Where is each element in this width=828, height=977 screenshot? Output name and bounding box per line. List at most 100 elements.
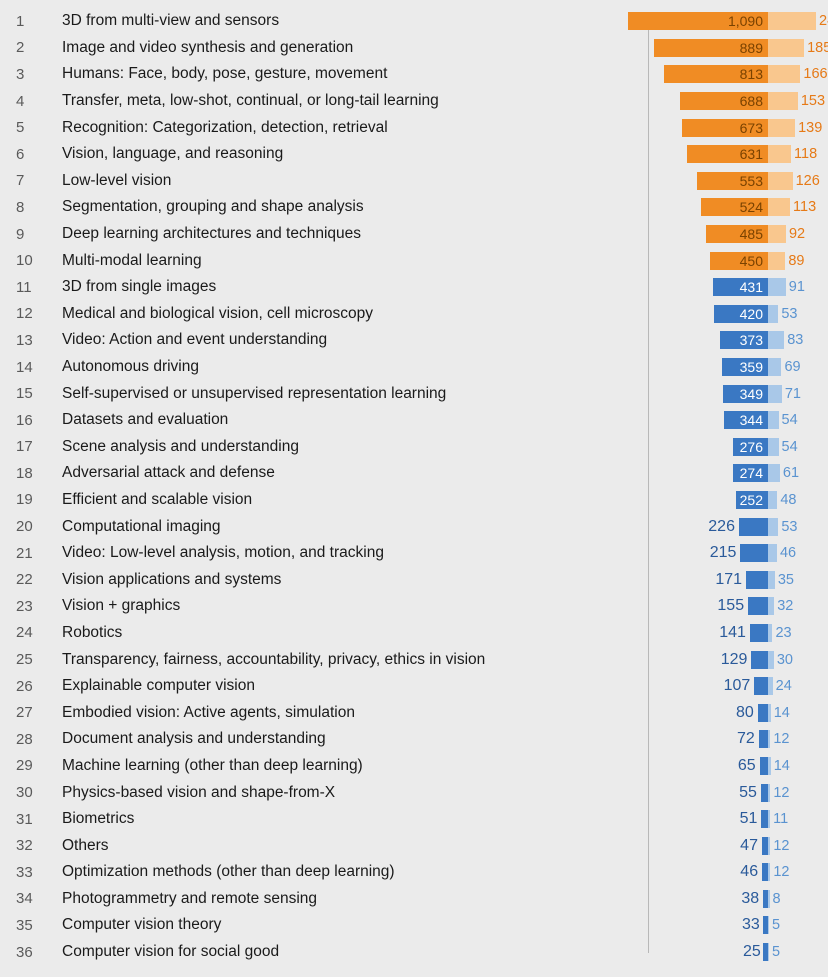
secondary-bar: [768, 65, 800, 83]
category-label: Autonomous driving: [52, 358, 592, 376]
bar-zone: 4612: [592, 859, 816, 886]
secondary-bar: [768, 518, 778, 536]
category-label: Computer vision theory: [52, 916, 592, 934]
rank-number: 6: [12, 146, 52, 163]
primary-value: 55: [739, 784, 757, 802]
bar-zone: 34971: [592, 380, 816, 407]
rank-number: 14: [12, 359, 52, 376]
rank-number: 36: [12, 944, 52, 961]
secondary-value: 89: [788, 253, 804, 269]
secondary-bar: [768, 730, 770, 748]
secondary-value: 53: [781, 306, 797, 322]
primary-value: 274: [740, 465, 763, 481]
rank-number: 2: [12, 39, 52, 56]
bar-zone: 34454: [592, 407, 816, 434]
table-row: 8Segmentation, grouping and shape analys…: [12, 194, 816, 221]
primary-value: 215: [710, 544, 737, 562]
primary-value: 450: [740, 253, 763, 269]
primary-bar: [746, 571, 768, 589]
primary-value: 155: [717, 597, 744, 615]
primary-value: 80: [736, 704, 754, 722]
secondary-bar: [768, 943, 769, 961]
secondary-bar: [768, 837, 770, 855]
table-row: 14Autonomous driving 359 69: [12, 354, 816, 381]
primary-value: 72: [737, 730, 755, 748]
category-label: Computer vision for social good: [52, 943, 592, 961]
primary-bar: [760, 757, 768, 775]
secondary-bar: [768, 278, 786, 296]
primary-bar: 450: [710, 252, 768, 270]
secondary-value: 32: [777, 598, 793, 614]
bar-zone: 631118: [592, 141, 816, 168]
table-row: 28Document analysis and understanding721…: [12, 726, 816, 753]
bar-zone: 37383: [592, 327, 816, 354]
primary-value: 431: [740, 279, 763, 295]
secondary-value: 69: [784, 359, 800, 375]
secondary-bar: [768, 252, 785, 270]
table-row: 9Deep learning architectures and techniq…: [12, 221, 816, 248]
primary-bar: 813: [664, 65, 768, 83]
bar-zone: 524113: [592, 194, 816, 221]
bar-zone: 255: [592, 939, 816, 966]
table-row: 5Recognition: Categorization, detection,…: [12, 114, 816, 141]
primary-bar: 524: [701, 198, 768, 216]
secondary-value: 139: [798, 120, 822, 136]
bar-zone: 889185: [592, 35, 816, 62]
rank-number: 30: [12, 784, 52, 801]
secondary-value: 14: [774, 758, 790, 774]
secondary-value: 91: [789, 279, 805, 295]
rank-number: 32: [12, 837, 52, 854]
secondary-bar: [768, 491, 777, 509]
bar-zone: 21546: [592, 540, 816, 567]
secondary-bar: [768, 624, 772, 642]
bar-zone: 688153: [592, 88, 816, 115]
rank-number: 26: [12, 678, 52, 695]
category-label: Vision + graphics: [52, 597, 592, 615]
primary-bar: [751, 651, 768, 669]
secondary-bar: [768, 890, 770, 908]
bar-zone: 12930: [592, 646, 816, 673]
secondary-value: 54: [782, 412, 798, 428]
rank-number: 7: [12, 172, 52, 189]
bar-zone: 359 69: [592, 354, 816, 381]
secondary-value: 92: [789, 226, 805, 242]
secondary-bar: [768, 225, 786, 243]
rank-number: 20: [12, 518, 52, 535]
secondary-bar: [768, 810, 770, 828]
secondary-bar: [768, 119, 795, 137]
primary-value: 107: [724, 677, 751, 695]
bar-zone: 8014: [592, 699, 816, 726]
primary-bar: [759, 730, 768, 748]
table-row: 16Datasets and evaluation34454: [12, 407, 816, 434]
secondary-bar: [768, 92, 798, 110]
bar-zone: 42053: [592, 301, 816, 328]
category-label: Adversarial attack and defense: [52, 464, 592, 482]
primary-value: 226: [708, 518, 735, 536]
bar-zone: 25248: [592, 487, 816, 514]
primary-bar: [758, 704, 768, 722]
category-label: 3D from single images: [52, 278, 592, 296]
primary-bar: 688: [680, 92, 768, 110]
primary-value: 631: [740, 146, 763, 162]
primary-value: 524: [740, 199, 763, 215]
rank-number: 35: [12, 917, 52, 934]
bar-zone: 17135: [592, 566, 816, 593]
rank-number: 31: [12, 811, 52, 828]
category-label: Segmentation, grouping and shape analysi…: [52, 198, 592, 216]
primary-value: 485: [740, 226, 763, 242]
primary-value: 553: [740, 173, 763, 189]
table-row: 22Vision applications and systems17135: [12, 566, 816, 593]
rank-number: 21: [12, 545, 52, 562]
secondary-value: 48: [780, 492, 796, 508]
secondary-bar: [768, 651, 774, 669]
table-row: 12Medical and biological vision, cell mi…: [12, 301, 816, 328]
primary-bar: 359: [722, 358, 768, 376]
category-label: 3D from multi-view and sensors: [52, 12, 592, 30]
bar-zone: 7212: [592, 726, 816, 753]
category-label: Vision, language, and reasoning: [52, 145, 592, 163]
rank-number: 22: [12, 571, 52, 588]
primary-value: 276: [740, 439, 763, 455]
table-row: 35Computer vision theory335: [12, 912, 816, 939]
primary-value: 65: [738, 757, 756, 775]
category-label: Physics-based vision and shape-from-X: [52, 784, 592, 802]
